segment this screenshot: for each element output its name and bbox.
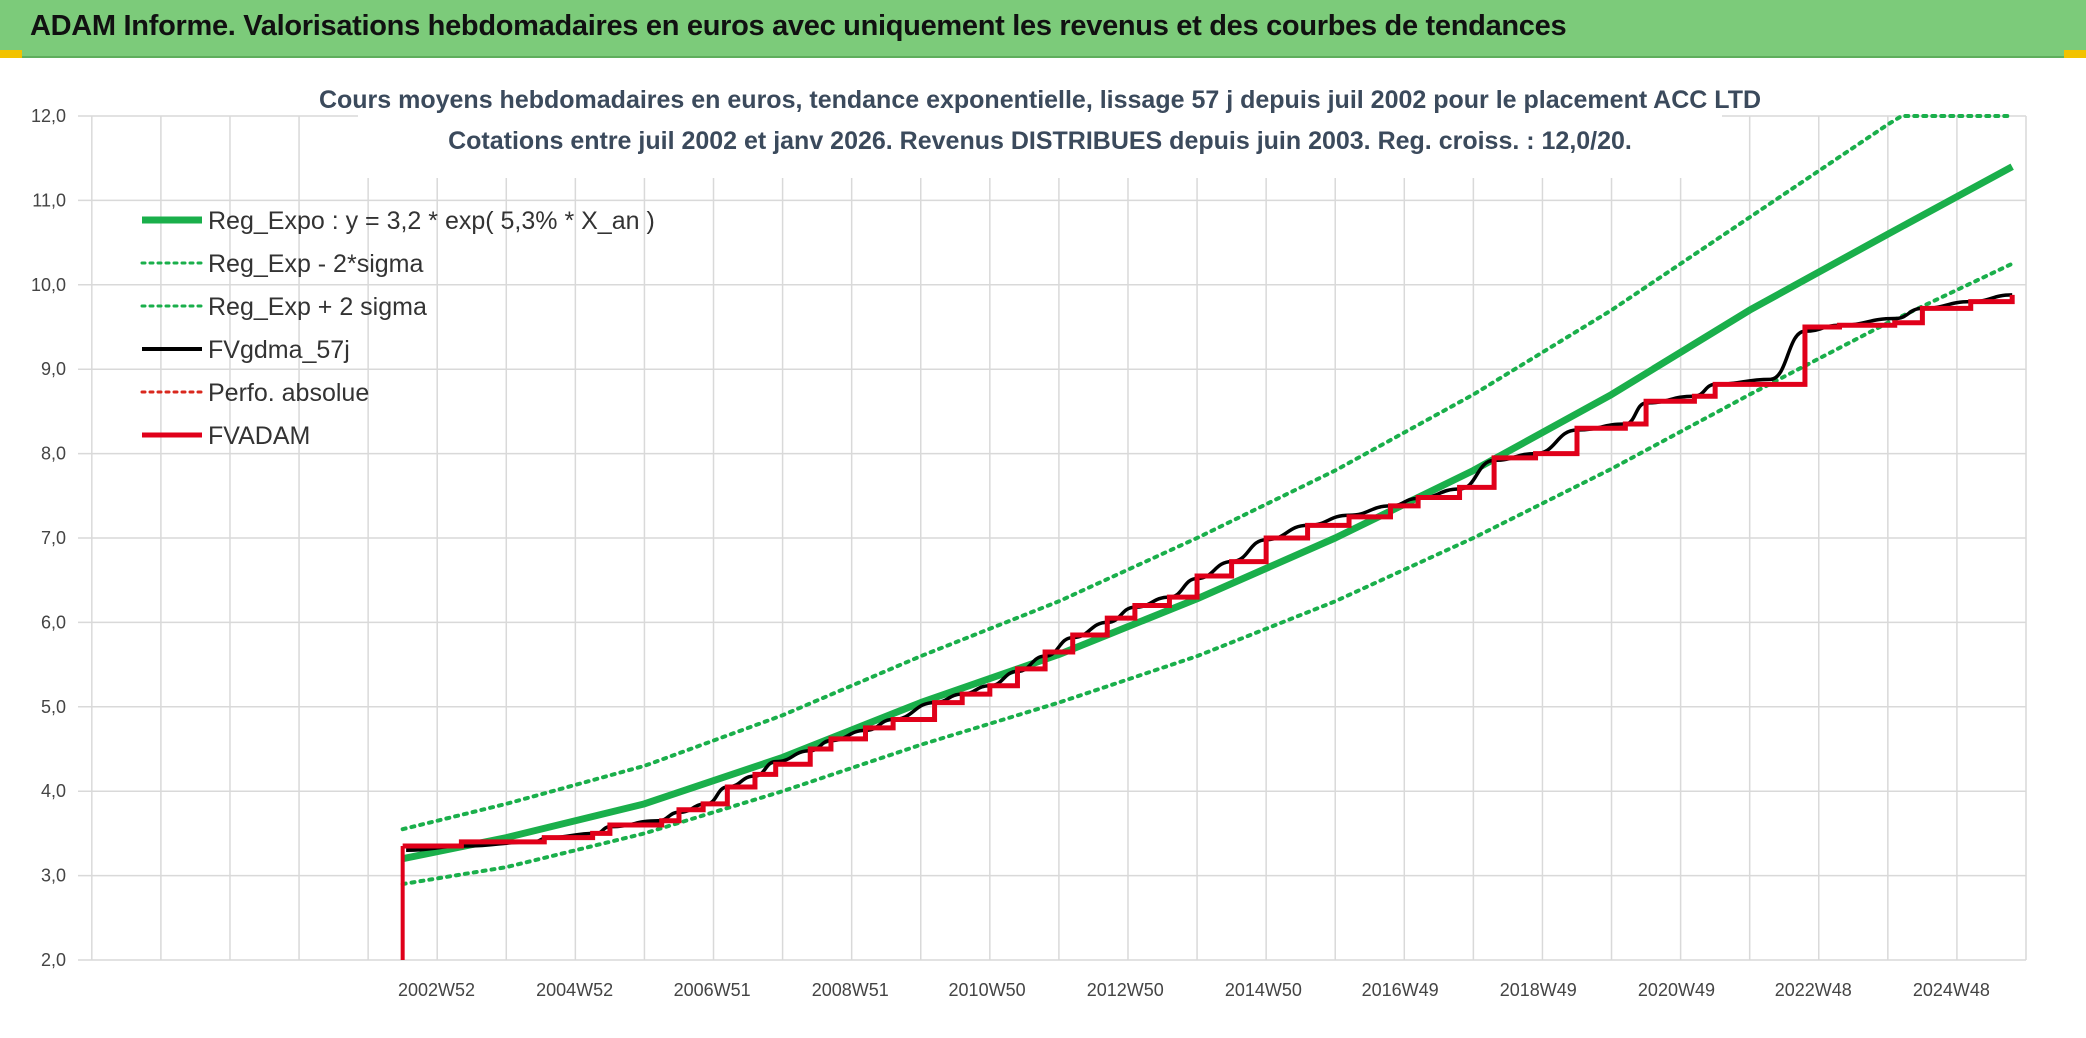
x-tick-label: 2012W50 [1087, 980, 1164, 1000]
x-tick-label: 2004W52 [536, 980, 613, 1000]
legend-label-2: Reg_Exp + 2 sigma [208, 293, 427, 321]
x-tick-label: 2018W49 [1500, 980, 1577, 1000]
x-tick-label: 2008W51 [812, 980, 889, 1000]
y-tick-label: 4,0 [41, 781, 66, 801]
y-tick-label: 7,0 [41, 528, 66, 548]
page-title: ADAM Informe. Valorisations hebdomadaire… [30, 10, 1567, 42]
chart-subtitle: Cotations entre juil 2002 et janv 2026. … [448, 127, 1632, 155]
y-tick-label: 11,0 [32, 190, 66, 210]
y-axis-ticks: 2,0 3,0 4,0 5,0 6,0 7,0 8,0 9,0 10,0 11,0 12,0 [31, 106, 66, 970]
y-tick-label: 9,0 [41, 359, 66, 379]
y-tick-label: 12,0 [31, 106, 66, 126]
x-tick-label: 2016W49 [1362, 980, 1439, 1000]
legend-label-1: Reg_Exp - 2*sigma [208, 250, 423, 278]
series-line-5 [402, 294, 2015, 849]
y-tick-label: 8,0 [41, 444, 66, 464]
x-tick-label: 2024W48 [1913, 980, 1990, 1000]
x-tick-label: 2006W51 [674, 980, 751, 1000]
y-tick-label: 6,0 [41, 612, 66, 632]
y-tick-label: 5,0 [41, 697, 66, 717]
y-tick-label: 10,0 [31, 275, 66, 295]
chart-area: 2,0 3,0 4,0 5,0 6,0 7,0 8,0 9,0 10,0 11,0 12,0 200… [0, 58, 2086, 1038]
x-tick-label: 2022W48 [1775, 980, 1852, 1000]
legend-label-3: FVgdma_57j [208, 336, 350, 364]
series-line-2 [400, 114, 2015, 832]
legend-label-5: FVADAM [208, 422, 310, 450]
title-backdrop [358, 78, 1722, 178]
series-line-1 [400, 261, 2015, 887]
chart-background [0, 58, 2086, 1038]
x-tick-label: 2020W49 [1638, 980, 1715, 1000]
y-tick-label: 2,0 [41, 950, 66, 970]
corner-marker-left [0, 50, 22, 58]
series-lines [400, 114, 2015, 960]
corner-marker-right [2064, 50, 2086, 58]
legend-label-0: Reg_Expo : y = 3,2 * exp( 5,3% * X_an ) [208, 207, 655, 235]
x-tick-label: 2002W52 [398, 980, 475, 1000]
legend: Reg_Expo : y = 3,2 * exp( 5,3% * X_an ) R… [140, 207, 655, 450]
legend-label-4: Perfo. absolue [208, 379, 369, 407]
y-tick-label: 3,0 [41, 866, 66, 886]
x-axis-ticks: 2002W52 2004W52 2006W51 2008W51 2010W50 2012W… [398, 980, 1990, 1000]
x-tick-label: 2014W50 [1225, 980, 1302, 1000]
x-tick-label: 2010W50 [949, 980, 1026, 1000]
chart-title: Cours moyens hebdomadaires en euros, ten… [319, 86, 1761, 114]
header-banner: ADAM Informe. Valorisations hebdomadaire… [0, 0, 2086, 58]
